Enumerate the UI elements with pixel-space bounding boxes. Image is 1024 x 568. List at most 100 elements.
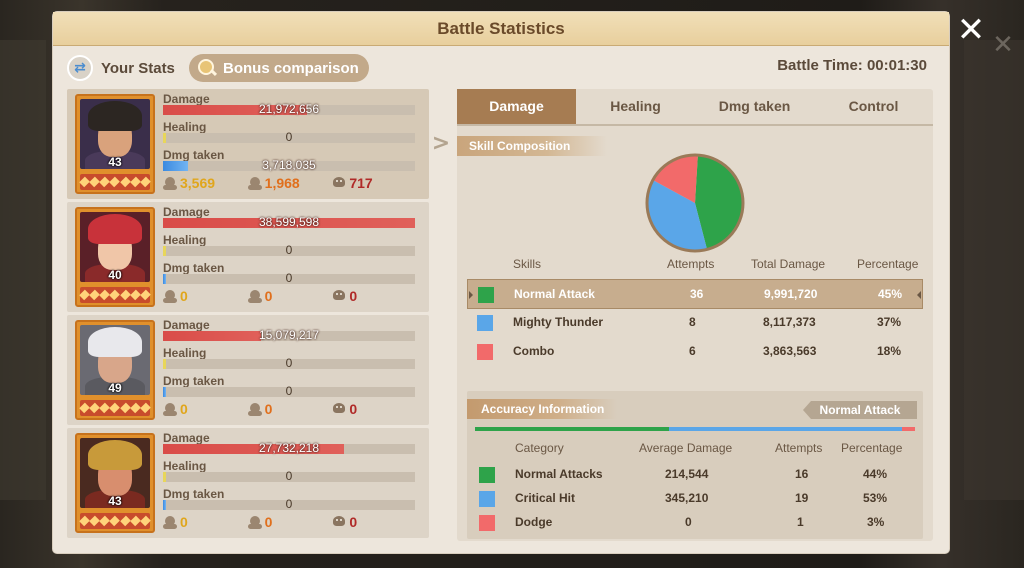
skill-name: Mighty Thunder: [513, 315, 603, 329]
hero-level: 40: [108, 268, 122, 282]
summary-wounded: 0: [247, 400, 333, 418]
hero-panel[interactable]: 43 Damage 21,972,656 Healing 0 Dmg taken…: [67, 89, 429, 199]
skill-pct: 18%: [877, 344, 902, 358]
skill-composition-title: Skill Composition: [457, 136, 607, 156]
summary-damage-value: 0: [180, 288, 188, 304]
healing-value: 0: [285, 243, 293, 257]
damage-value: 38,599,598: [258, 215, 320, 229]
swap-icon[interactable]: ⇄: [67, 55, 93, 81]
col-skills: Skills: [513, 257, 542, 271]
background-right-panel: [964, 40, 1024, 500]
summary-wounded: 0: [247, 513, 333, 531]
col-percentage: Percentage: [841, 441, 903, 455]
tab-dmg-taken[interactable]: Dmg taken: [718, 98, 791, 114]
damage-bar: [163, 105, 415, 115]
dmg-taken-bar: [163, 274, 415, 284]
hero-portrait[interactable]: 40: [75, 207, 155, 307]
hero-summary: 0 0 0: [163, 287, 417, 305]
summary-wounded: 0: [247, 287, 333, 305]
magnifier-icon: [197, 58, 217, 78]
dmg-taken-stat: Dmg taken 0: [163, 261, 417, 285]
damage-value: 15,079,217: [258, 328, 320, 342]
acc-attempts: 19: [795, 491, 809, 505]
col-attempts: Attempts: [775, 441, 823, 455]
wounded-icon: [247, 402, 262, 416]
hero-star-rank: [79, 513, 151, 529]
col-attempts: Attempts: [667, 257, 715, 271]
hero-panel[interactable]: 49 Damage 15,079,217 Healing 0 Dmg taken…: [67, 315, 429, 425]
skill-pct: 37%: [877, 315, 902, 329]
acc-avg: 345,210: [665, 491, 709, 505]
hero-avatar: [80, 438, 150, 508]
hero-star-rank: [79, 400, 151, 416]
damage-bar-fill: [163, 105, 307, 115]
dmg-taken-stat: Dmg taken 3,718,035: [163, 148, 417, 172]
pie-svg: [645, 153, 745, 253]
healing-label: Healing: [163, 346, 207, 360]
hero-portrait[interactable]: 43: [75, 94, 155, 194]
tab-damage[interactable]: Damage: [457, 89, 576, 124]
acc-pct: 44%: [863, 467, 888, 481]
pie-slice-1: [647, 179, 708, 251]
bonus-comparison-button[interactable]: Bonus comparison: [189, 54, 369, 82]
skull-icon: [332, 176, 346, 190]
hero-star-rank: [79, 174, 151, 190]
summary-damage-value: 0: [180, 401, 188, 417]
modal-header: Battle Statistics: [53, 12, 949, 46]
swatch-critical-hit: [479, 491, 495, 507]
healing-stat: Healing 0: [163, 459, 417, 483]
hero-portrait[interactable]: 43: [75, 433, 155, 533]
hero-panel[interactable]: 40 Damage 38,599,598 Healing 0 Dmg taken…: [67, 202, 429, 312]
skills-table-header: Skills Attempts Total Damage Percentage: [467, 257, 923, 277]
acc-avg: 0: [685, 515, 692, 529]
damage-bar: [163, 218, 415, 228]
dmg-taken-label: Dmg taken: [163, 487, 225, 501]
summary-kills-value: 717: [349, 175, 373, 191]
dmg-taken-bar: [163, 161, 415, 171]
summary-wounded-value: 1,968: [264, 175, 300, 191]
tab-control[interactable]: Control: [848, 98, 899, 114]
damage-value: 27,732,218: [258, 441, 320, 455]
pie-slice-0: [695, 155, 743, 250]
hero-avatar: [80, 99, 150, 169]
skill-pie-chart: [643, 151, 747, 255]
healing-label: Healing: [163, 120, 207, 134]
summary-wounded-value: 0: [264, 288, 273, 304]
healing-bar: [163, 133, 415, 143]
skill-row-combo[interactable]: Combo 6 3,863,563 18%: [467, 337, 923, 367]
pie-outline: [645, 153, 745, 253]
bonus-comparison-label: Bonus comparison: [223, 59, 359, 77]
dmg-taken-label: Dmg taken: [163, 148, 225, 162]
summary-kills: 0: [332, 513, 417, 531]
dmg-taken-value: 0: [285, 497, 293, 511]
skull-icon: [332, 402, 346, 416]
accuracy-bar-segment-0: [475, 427, 669, 431]
tab-healing[interactable]: Healing: [610, 98, 661, 114]
healing-stat: Healing 0: [163, 233, 417, 257]
skill-row-normal-attack[interactable]: Normal Attack 36 9,991,720 45%: [467, 279, 923, 309]
hero-panel[interactable]: 43 Damage 27,732,218 Healing 0 Dmg taken…: [67, 428, 429, 538]
summary-damage: 0: [163, 287, 248, 305]
your-stats-toggle[interactable]: ⇄ Your Stats: [67, 54, 175, 82]
damage-bar: [163, 331, 415, 341]
dmg-taken-stat: Dmg taken 0: [163, 487, 417, 511]
swatch-dodge: [479, 515, 495, 531]
skill-row-mighty-thunder[interactable]: Mighty Thunder 8 8,117,373 37%: [467, 308, 923, 338]
healing-value: 0: [285, 130, 293, 144]
acc-name: Normal Attacks: [515, 467, 603, 481]
accuracy-bar-segment-1: [668, 427, 902, 431]
hero-summary: 0 0 0: [163, 400, 417, 418]
soldier-icon: [163, 402, 177, 416]
accuracy-bar: [475, 427, 915, 431]
acc-attempts: 16: [795, 467, 809, 481]
healing-label: Healing: [163, 233, 207, 247]
swatch-normal-attack: [478, 287, 494, 303]
damage-stat: Damage 38,599,598: [163, 205, 417, 229]
chevron-right-icon: >: [431, 131, 451, 156]
dmg-taken-bar-fill: [163, 161, 189, 171]
accuracy-skill-tag[interactable]: Normal Attack: [803, 401, 917, 419]
hero-level: 49: [108, 381, 122, 395]
hero-portrait[interactable]: 49: [75, 320, 155, 420]
details-panel: Damage Healing Dmg taken Control Skill C…: [457, 89, 933, 541]
close-icon[interactable]: ✕: [956, 10, 986, 50]
